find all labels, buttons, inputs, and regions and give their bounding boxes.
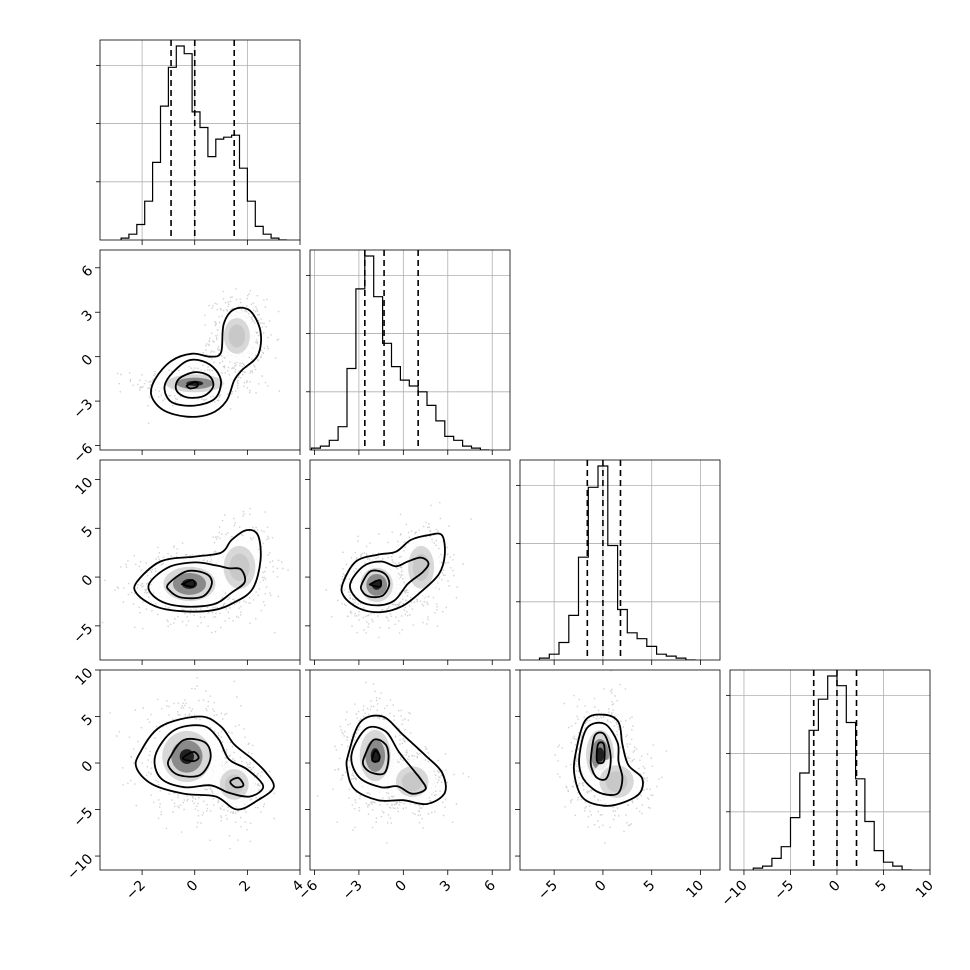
- contour-level-1: [361, 738, 390, 776]
- contour-level-3: [153, 724, 265, 798]
- y-tick-label: 0: [79, 352, 97, 370]
- x-tick-label: 3: [437, 878, 455, 896]
- contour-level-1: [589, 731, 612, 781]
- x-tick-label: 10: [913, 878, 937, 902]
- contour-level-2: [163, 358, 223, 407]
- hist-frame-0: [99, 39, 301, 241]
- density-fill: [228, 324, 246, 348]
- hist-frame-3: [729, 669, 931, 871]
- density-fill: [225, 774, 244, 795]
- pair-panel-3-0: [99, 669, 301, 871]
- contour-level-1: [174, 371, 215, 399]
- density-fill: [412, 553, 430, 581]
- pair-frame-3-0: [99, 669, 301, 871]
- pair-panel-2-0: [99, 459, 301, 661]
- contour-level-3: [572, 713, 644, 807]
- y-tick-label: 0: [79, 758, 97, 776]
- contour-level-3: [345, 714, 447, 806]
- hist-steps-0: [120, 45, 287, 240]
- x-tick-label: 0: [826, 878, 844, 896]
- contour-level-1: [166, 569, 213, 600]
- x-tick-label: 6: [481, 877, 499, 895]
- x-tick-label: 5: [873, 878, 891, 896]
- y-tick-label: 10: [72, 475, 96, 499]
- hist-steps-3: [752, 675, 912, 870]
- y-tick-label: −6: [70, 441, 96, 467]
- x-tick-label: −2: [123, 878, 149, 904]
- y-tick-label: 3: [79, 307, 97, 325]
- x-tick-label: 0: [592, 878, 610, 896]
- hist-steps-2: [538, 465, 696, 660]
- pair-panel-3-1: [309, 669, 511, 871]
- scatter-points: [554, 670, 668, 844]
- x-tick-label: 2: [237, 878, 255, 896]
- contour-level-2: [166, 737, 212, 778]
- hist-panel-1: [306, 249, 511, 451]
- y-tick-label: 5: [79, 712, 97, 730]
- contour-level-3: [133, 529, 262, 613]
- x-tick-label: 0: [184, 878, 202, 896]
- contour-level-0: [368, 579, 383, 588]
- y-tick-label: 5: [79, 523, 97, 541]
- contour-level-1: [229, 776, 245, 789]
- contour-level-1: [359, 569, 391, 599]
- hist-panel-0: [96, 39, 301, 241]
- contour-level-3: [340, 532, 446, 614]
- x-tick-label: 5: [641, 878, 659, 896]
- y-tick-label: −10: [64, 851, 96, 883]
- contour-level-0: [371, 749, 381, 763]
- density-core: [595, 747, 605, 762]
- pair-frame-2-1: [309, 459, 511, 661]
- contour-level-0: [595, 741, 606, 765]
- y-tick-label: −5: [70, 621, 96, 647]
- pair-panel-1-0: [99, 249, 301, 451]
- y-tick-label: 6: [79, 263, 97, 281]
- pair-frame-1-0: [99, 249, 301, 451]
- contour-level-0: [185, 380, 199, 390]
- scatter-points: [325, 501, 472, 639]
- hist-steps-1: [310, 255, 490, 450]
- x-tick-label: −5: [535, 878, 561, 904]
- x-tick-label: −5: [771, 878, 797, 904]
- y-tick-label: 0: [79, 572, 97, 590]
- contour-level-2: [578, 721, 624, 797]
- x-tick-label: −10: [719, 878, 751, 910]
- hist-frame-1: [309, 249, 511, 451]
- density-fill: [229, 553, 250, 581]
- pair-panel-2-1: [309, 459, 511, 661]
- x-tick-label: 10: [683, 878, 707, 902]
- y-tick-label: −3: [70, 396, 96, 422]
- hist-panel-3: [726, 669, 931, 871]
- x-tick-label: 0: [393, 878, 411, 896]
- y-tick-label: 10: [72, 665, 96, 689]
- hist-frame-2: [519, 459, 721, 661]
- x-tick-label: −3: [340, 878, 366, 904]
- hist-panel-2: [516, 459, 721, 661]
- contour-level-4: [134, 715, 275, 811]
- contour-level-2: [147, 561, 247, 608]
- pair-frame-3-2: [519, 669, 721, 871]
- contour-level-2: [349, 556, 430, 607]
- contour-level-2: [350, 725, 427, 795]
- contour-level-0: [180, 579, 196, 588]
- contour-level-3: [150, 306, 262, 418]
- pair-frame-2-0: [99, 459, 301, 661]
- pair-frame-3-1: [309, 669, 511, 871]
- scatter-points: [109, 677, 275, 850]
- density-fill: [401, 771, 423, 792]
- pair-panel-3-2: [519, 669, 721, 871]
- y-tick-label: −5: [70, 805, 96, 831]
- contour-level-0: [181, 751, 200, 763]
